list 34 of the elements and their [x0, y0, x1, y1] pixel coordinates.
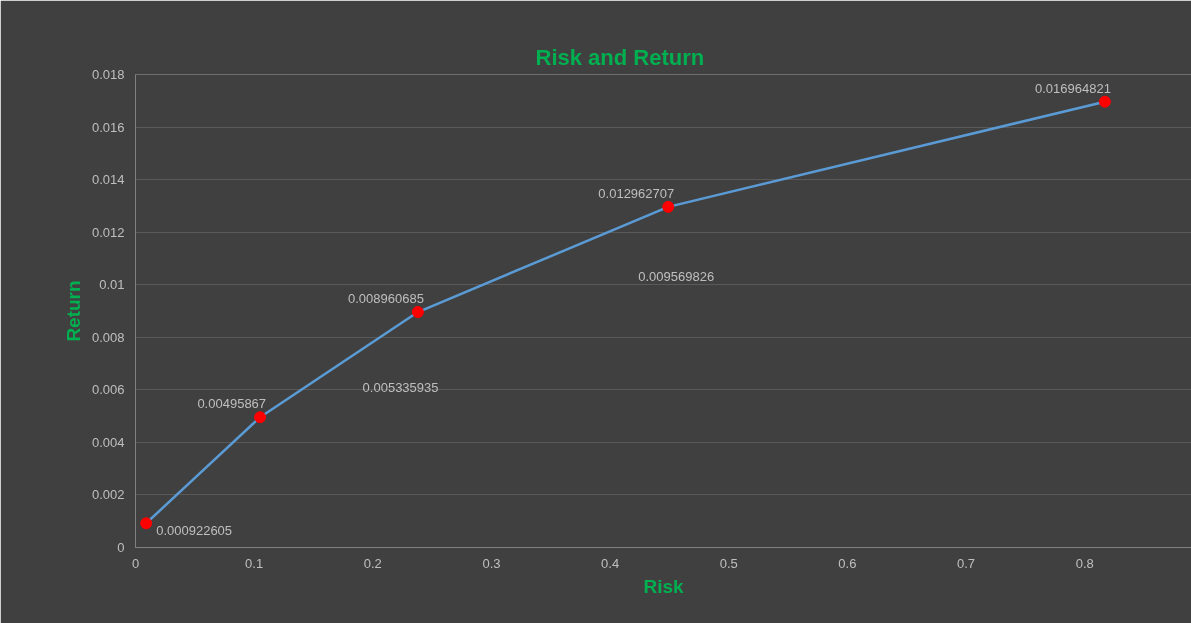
- data-label: 0.012962707: [598, 185, 675, 201]
- y-tick-label: 0.018: [91, 67, 125, 82]
- point: [1098, 95, 1111, 108]
- x-tick-label: 0.7: [957, 555, 976, 571]
- data-label: 0.008960685: [347, 291, 424, 307]
- y-tick-label: 0.012: [91, 224, 125, 240]
- data-label: 0.016964821: [1034, 80, 1111, 96]
- x-tick-label: 0.2: [363, 555, 382, 571]
- y-tick-label: 0: [117, 540, 125, 555]
- y-tick-label: 0.01: [99, 277, 125, 293]
- data-label: 0.00495867: [197, 396, 267, 412]
- y-tick-label: 0.004: [91, 434, 125, 450]
- y-tick-label: 0.016: [91, 119, 125, 135]
- x-tick-label: 0.5: [719, 555, 738, 571]
- y-tick-label: 0.006: [91, 382, 125, 398]
- y-tick-label: 0.008: [91, 329, 125, 345]
- x-tick-label: 0: [131, 555, 140, 571]
- annotation: 0.009569826: [638, 268, 715, 284]
- point: [411, 306, 424, 319]
- point: [662, 200, 675, 213]
- annotation: 0.005335935: [362, 380, 439, 396]
- point: [140, 517, 153, 530]
- x-tick-label: 0.4: [601, 555, 620, 571]
- x-axis-title: Risk: [643, 575, 684, 597]
- x-tick-label: 0.6: [838, 555, 857, 571]
- y-tick-label: 0.002: [91, 487, 125, 503]
- x-tick-label: 0.1: [245, 555, 264, 571]
- chart-title: Risk and Return: [535, 44, 705, 70]
- x-tick-label: 0.8: [1075, 555, 1094, 571]
- y-axis-title: Return: [62, 280, 84, 342]
- y-tick-label: 0.014: [91, 172, 125, 188]
- point: [254, 411, 267, 424]
- data-label: 0.000922605: [156, 523, 233, 539]
- x-tick-label: 0.3: [482, 555, 501, 571]
